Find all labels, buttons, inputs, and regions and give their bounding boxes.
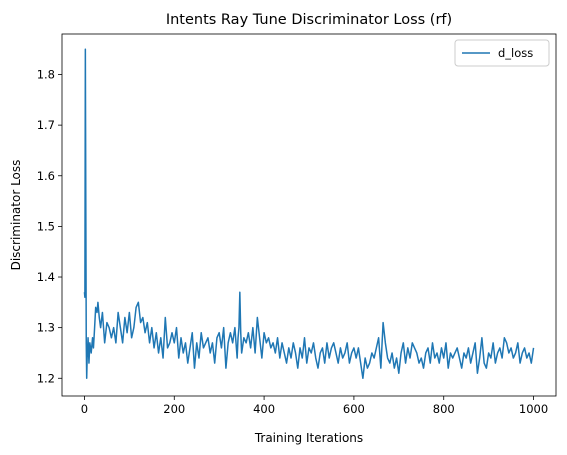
x-tick-label: 200 [163, 402, 185, 416]
series-line-d-loss [83, 48, 535, 380]
legend-box [454, 39, 550, 67]
y-tick-label: 1.5 [37, 219, 55, 233]
y-tick-label: 1.8 [37, 68, 55, 82]
x-tick-label: 1000 [519, 402, 548, 416]
y-axis: 1.2 1.3 1.4 1.5 1.6 1.7 1.8 [37, 68, 62, 385]
plot-frame [61, 33, 557, 397]
y-tick-label: 1.3 [37, 321, 55, 335]
legend-label-d-loss: d_loss [498, 46, 533, 60]
y-tick-label: 1.4 [37, 270, 55, 284]
y-tick-label: 1.2 [37, 371, 55, 385]
y-tick-label: 1.6 [37, 169, 55, 183]
y-tick-label: 1.7 [37, 118, 55, 132]
plot-lines [83, 48, 535, 380]
legend: d_loss [454, 39, 550, 67]
x-tick-label: 0 [81, 402, 88, 416]
x-axis-label: Training Iterations [254, 431, 363, 445]
y-axis-label: Discriminator Loss [9, 160, 23, 271]
chart-title: Intents Ray Tune Discriminator Loss (rf) [166, 12, 452, 28]
x-tick-label: 400 [253, 402, 275, 416]
x-tick-label: 600 [343, 402, 365, 416]
x-axis: 0 200 400 600 800 1000 [81, 396, 548, 416]
x-tick-label: 800 [433, 402, 455, 416]
